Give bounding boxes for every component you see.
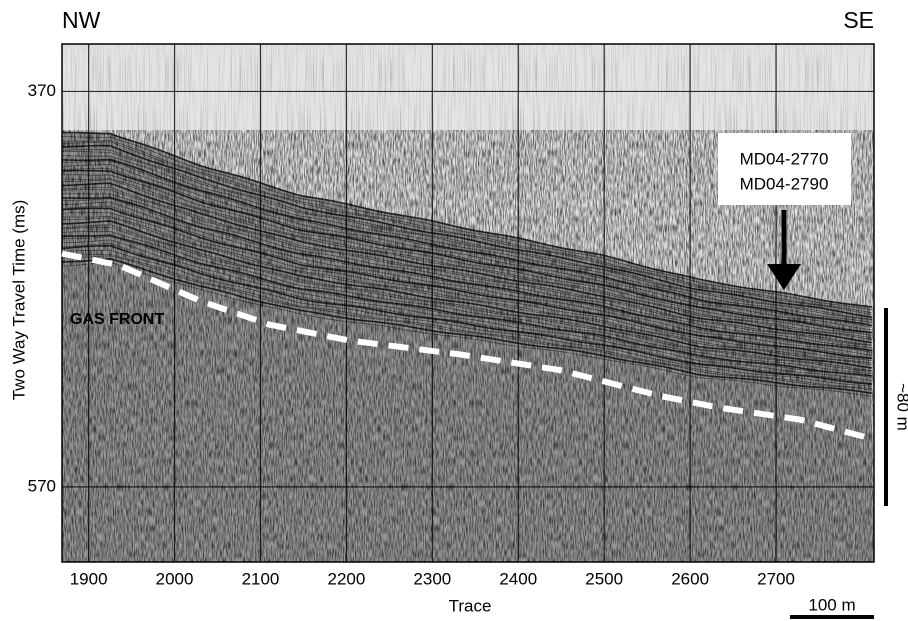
x-tick-label: 1900 [70,569,108,588]
horizontal-scale-label: 100 m [808,595,855,614]
x-tick-label: 2200 [328,569,366,588]
left-heading: NW [62,7,101,33]
x-tick-label: 2400 [499,569,537,588]
core-label-box [718,133,851,205]
core-label: MD04-2790 [740,174,829,193]
x-tick-label: 2000 [156,569,194,588]
x-tick-label: 2300 [413,569,451,588]
x-axis-label: Trace [449,596,492,615]
vertical-scale-label: ~80 m [894,383,908,431]
x-tick-label: 2100 [242,569,280,588]
x-tick-label: 2500 [585,569,623,588]
y-tick-label: 570 [28,476,56,495]
gas-front-label: GAS FRONT [70,311,164,328]
core-arrow-head [767,264,801,290]
overlay: GAS FRONT [61,250,875,443]
plot-frame [61,43,875,563]
grid: 1900 2000 2100 2200 2300 2400 2500 2600 2700 370 5… [28,44,874,588]
right-heading: SE [843,7,874,33]
gas-front-line [61,250,875,443]
y-axis-label: Two Way Travel Time (ms) [9,200,28,401]
plot-area [62,44,874,562]
x-tick-label: 2700 [757,569,795,588]
core-label: MD04-2770 [740,149,829,168]
y-tick-label: 370 [28,81,56,100]
x-tick-label: 2600 [671,569,709,588]
